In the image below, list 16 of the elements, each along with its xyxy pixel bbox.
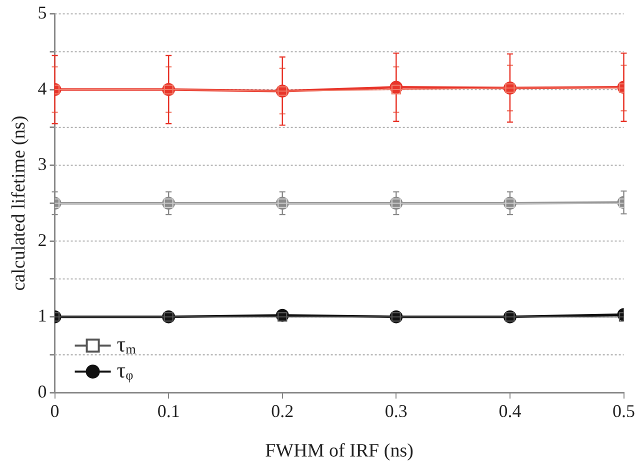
y-tick-label: 1 xyxy=(38,306,47,326)
x-tick-label: 0.2 xyxy=(271,401,294,422)
y-tick-label: 3 xyxy=(38,154,47,174)
y-axis-title: calculated lifetime (ns) xyxy=(8,116,30,291)
x-axis-title: FWHM of IRF (ns) xyxy=(265,440,414,462)
y-tick-label: 0 xyxy=(38,381,47,402)
y-tick-label: 2 xyxy=(38,230,47,250)
legend-label: τφ xyxy=(116,357,134,382)
x-tick-label: 0.1 xyxy=(157,401,180,422)
x-tick-label: 0.4 xyxy=(498,401,522,422)
x-tick-label: 0 xyxy=(50,401,60,422)
x-tick-label: 0.3 xyxy=(384,401,408,422)
legend-label: τm xyxy=(116,331,137,356)
y-tick-label: 5 xyxy=(38,2,47,23)
x-tick-label: 0.5 xyxy=(612,401,635,422)
y-tick-label: 4 xyxy=(38,78,47,98)
